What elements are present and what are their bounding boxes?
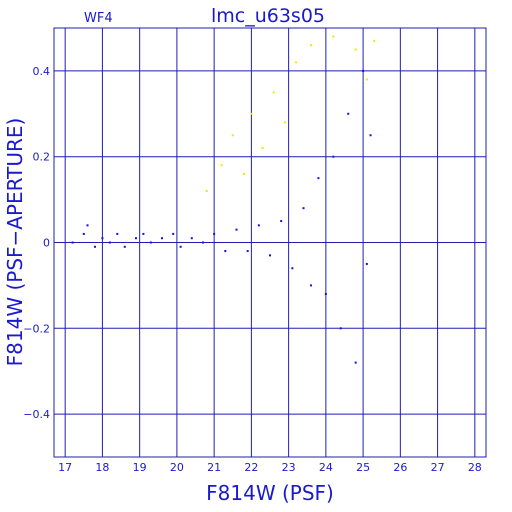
- data-point: [71, 241, 74, 244]
- data-point-secondary: [220, 164, 223, 167]
- x-axis-title: F814W (PSF): [206, 481, 334, 505]
- data-point: [339, 327, 342, 330]
- data-point: [101, 237, 104, 240]
- data-point: [362, 69, 365, 72]
- data-point-secondary: [205, 190, 208, 193]
- y-tick-label: 0.2: [33, 151, 51, 164]
- x-tick-label: 25: [356, 461, 370, 474]
- data-point: [213, 232, 216, 235]
- data-point-secondary: [354, 48, 357, 51]
- data-point: [280, 220, 283, 223]
- data-point-secondary: [283, 121, 286, 124]
- y-tick-label: −0.4: [23, 408, 50, 421]
- data-point-secondary: [231, 134, 234, 137]
- data-point: [190, 237, 193, 240]
- data-point: [332, 155, 335, 158]
- data-point: [172, 232, 175, 235]
- y-axis-title: F814W (PSF−APERTURE): [3, 118, 27, 367]
- chart-title: lmc_u63s05: [211, 5, 325, 27]
- data-point: [134, 237, 137, 240]
- data-point-secondary: [295, 61, 298, 64]
- data-point: [235, 228, 238, 231]
- data-point: [93, 245, 96, 248]
- x-tick-label: 23: [282, 461, 296, 474]
- plot-frame: [53, 27, 487, 458]
- data-point: [369, 134, 372, 137]
- panel-label: WF4: [84, 11, 113, 26]
- data-point: [317, 177, 320, 180]
- grid-layer: [54, 28, 486, 457]
- data-point-secondary: [272, 91, 275, 94]
- data-point-secondary: [373, 39, 376, 42]
- y-tick-label: 0: [43, 237, 50, 250]
- data-point: [347, 112, 350, 115]
- data-point: [309, 284, 312, 287]
- data-point: [246, 250, 249, 253]
- data-point-secondary: [365, 78, 368, 81]
- data-point: [108, 241, 111, 244]
- x-tick-label: 27: [431, 461, 445, 474]
- data-point: [142, 232, 145, 235]
- data-point: [123, 245, 126, 248]
- data-point: [269, 254, 271, 257]
- tick-label-layer: 17 18 19 20 21 22 23 24 25 26 27 28 −0.4 −0.2 0 0.2 0.4: [23, 65, 482, 474]
- data-point: [116, 232, 119, 235]
- data-point: [302, 207, 305, 210]
- data-point: [291, 267, 294, 270]
- x-tick-label: 24: [319, 461, 333, 474]
- x-tick-label: 21: [207, 461, 221, 474]
- data-point: [324, 292, 327, 295]
- data-point: [201, 241, 204, 244]
- data-point: [149, 241, 152, 244]
- data-point-secondary: [309, 44, 312, 47]
- data-point: [224, 250, 227, 253]
- x-tick-label: 22: [244, 461, 258, 474]
- x-tick-label: 28: [468, 461, 482, 474]
- x-tick-label: 19: [133, 461, 147, 474]
- data-point: [354, 361, 357, 364]
- data-point: [86, 224, 89, 227]
- x-tick-label: 18: [95, 461, 109, 474]
- x-tick-label: 20: [170, 461, 184, 474]
- data-point: [161, 237, 163, 240]
- data-point: [365, 262, 368, 265]
- y-tick-label: 0.4: [33, 65, 51, 78]
- points-layer: [71, 35, 376, 364]
- data-point-secondary: [250, 112, 253, 115]
- x-tick-label: 17: [58, 461, 72, 474]
- y-tick-label: −0.2: [23, 322, 50, 335]
- data-point-secondary: [332, 35, 335, 38]
- data-point: [82, 232, 85, 235]
- x-tick-label: 26: [393, 461, 407, 474]
- data-point-secondary: [242, 172, 245, 175]
- data-point: [257, 224, 260, 227]
- data-point-secondary: [261, 147, 264, 150]
- data-point: [179, 245, 182, 248]
